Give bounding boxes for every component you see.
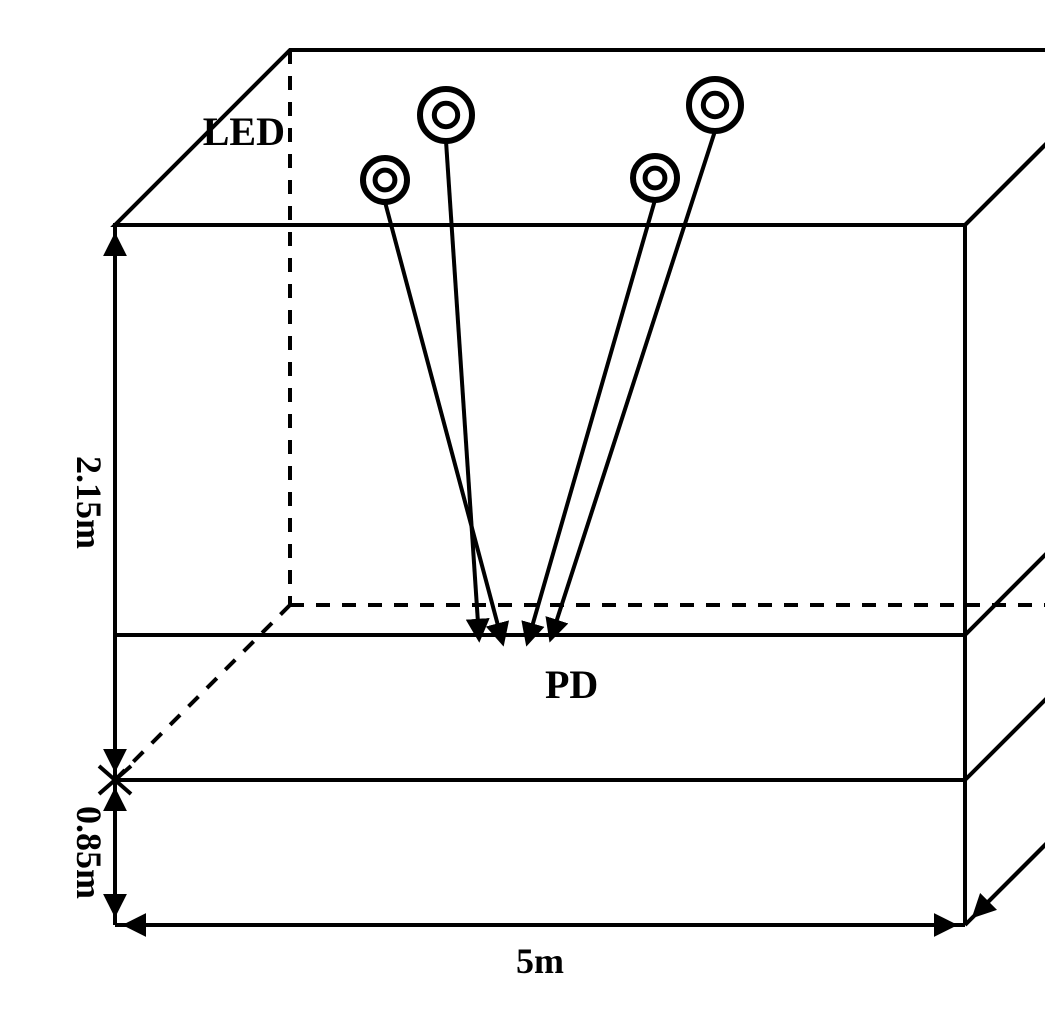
led-label: LED <box>203 109 285 154</box>
cube-depth-br-edge <box>965 605 1045 780</box>
cube-depth-bl-edge <box>115 605 290 780</box>
cube-depth-tr-edge <box>965 50 1045 225</box>
dim-2-15m-text: 2.15m <box>69 456 109 549</box>
pd-label: PD <box>545 662 598 707</box>
dim-depth-arrow <box>975 760 1045 915</box>
ray-led3-to-pd <box>385 202 502 642</box>
led-1-inner <box>434 103 457 126</box>
dim-0-85m-text: 0.85m <box>69 806 109 899</box>
ray-led1-to-pd <box>446 141 479 638</box>
led-3-inner <box>375 170 395 190</box>
cube-front-face <box>115 225 965 780</box>
dim-width-text: 5m <box>516 941 564 981</box>
ray-led4-to-pd <box>528 200 655 642</box>
ray-led2-to-pd <box>551 131 715 638</box>
led-2-inner <box>703 93 726 116</box>
receiver-plane-right <box>965 460 1045 635</box>
led-4-inner <box>645 168 665 188</box>
slab-depth-br <box>965 750 1045 925</box>
